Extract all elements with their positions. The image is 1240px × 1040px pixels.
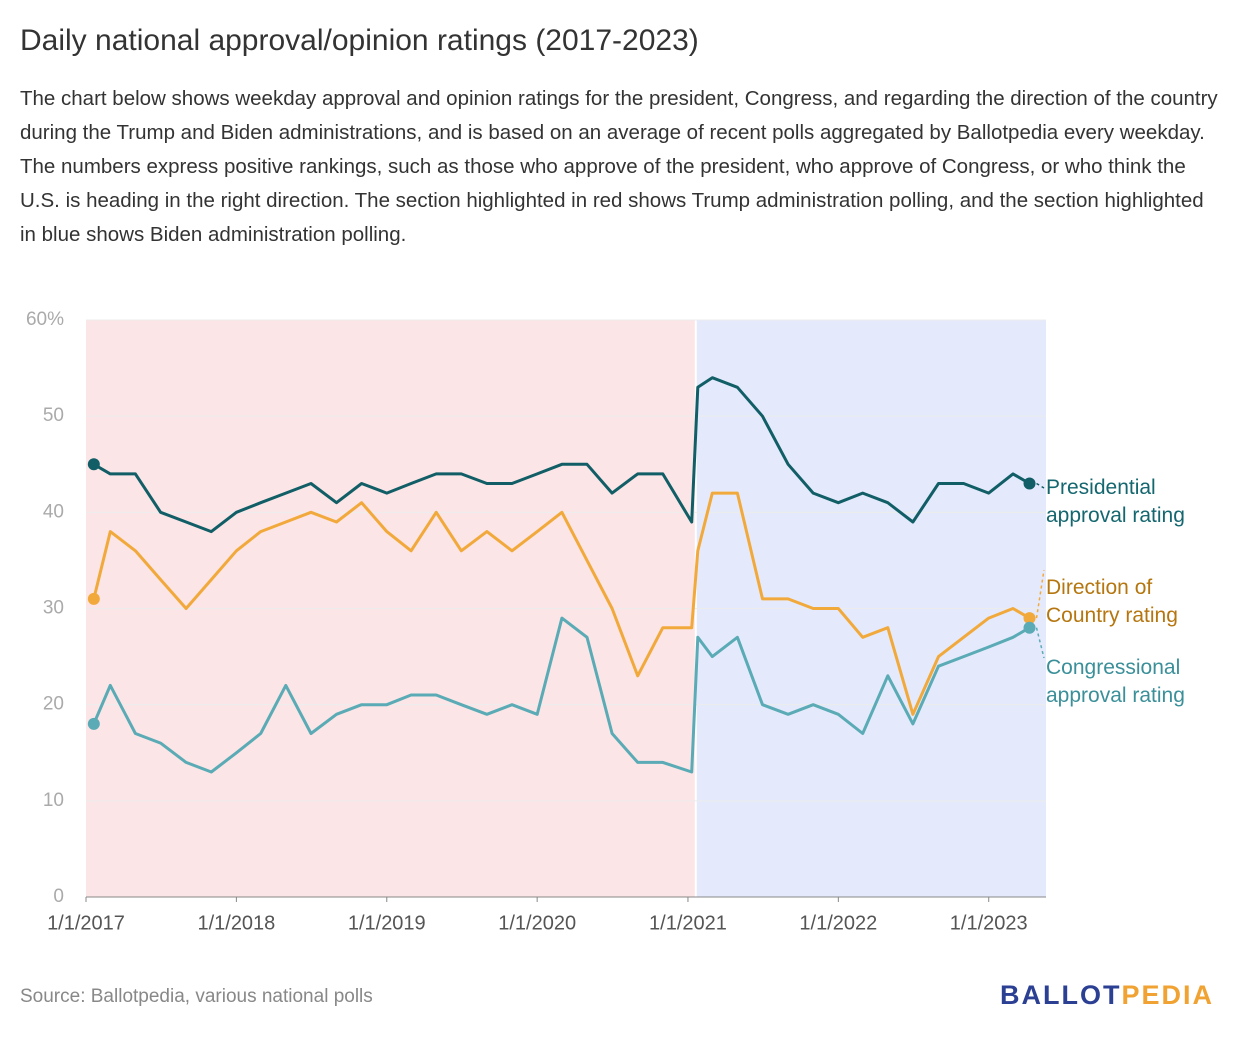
end-point (1023, 612, 1036, 625)
series-line (93, 376, 1031, 534)
label-connector (1035, 627, 1045, 659)
logo-first: BALLOT (999, 980, 1122, 1010)
x-tick-label: 1/1/2022 (799, 912, 877, 934)
x-tick-label: 1/1/2019 (348, 912, 426, 934)
logo: BALLOTPEDIA (1000, 980, 1214, 1011)
x-tick-label: 1/1/2017 (47, 912, 125, 934)
x-tick-label: 1/1/2018 (197, 912, 275, 934)
y-tick-label: 20 (43, 694, 64, 715)
end-point (87, 458, 100, 471)
y-tick-label: 60% (26, 309, 64, 330)
y-tick-label: 50 (43, 405, 64, 426)
series-line (92, 616, 1031, 774)
label-connector (1036, 482, 1045, 489)
logo-second: PEDIA (1121, 980, 1214, 1010)
source: Source: Ballotpedia, various national po… (20, 986, 373, 1007)
end-point (87, 717, 100, 730)
end-point (87, 592, 100, 605)
series-label: Direction of Country rating (1046, 576, 1178, 627)
x-tick-label: 1/1/2020 (498, 912, 576, 934)
label-connector (1035, 569, 1045, 619)
y-tick-label: 10 (43, 790, 64, 811)
y-tick-label: 30 (43, 598, 64, 619)
series-label: Congressional approval rating (1046, 656, 1185, 707)
end-point (1023, 621, 1036, 634)
y-tick-label: 40 (43, 501, 64, 522)
chart-title: Daily national approval/opinion ratings … (20, 24, 699, 57)
x-tick-label: 1/1/2023 (950, 912, 1028, 934)
x-tick-label: 1/1/2021 (649, 912, 727, 934)
chart-subtitle: The chart below shows weekday approval a… (20, 87, 1218, 246)
series-label: Presidential approval rating (1046, 476, 1185, 527)
series-line (92, 491, 1031, 716)
end-point (1023, 477, 1036, 490)
y-tick-label: 0 (53, 886, 64, 907)
